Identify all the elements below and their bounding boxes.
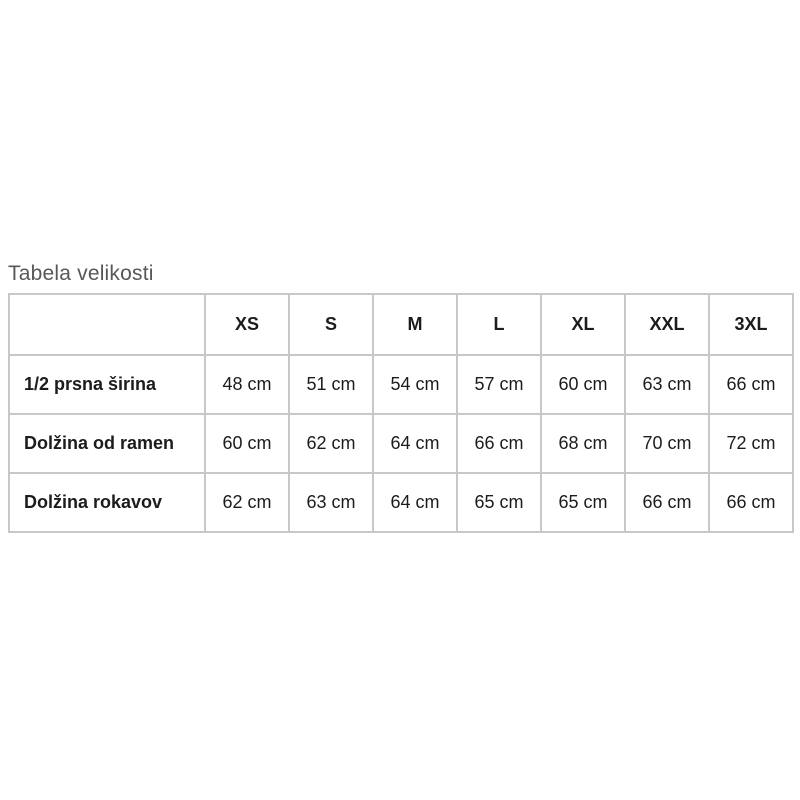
- table-cell: 60 cm: [540, 354, 626, 415]
- table-cell: 68 cm: [540, 413, 626, 474]
- table-cell: 70 cm: [624, 413, 710, 474]
- table-cell: 51 cm: [288, 354, 374, 415]
- row-label-shoulder-length: Dolžina od ramen: [8, 413, 206, 474]
- table-row-shoulder-length: Dolžina od ramen 60 cm 62 cm 64 cm 66 cm…: [8, 413, 794, 474]
- size-table-header-row: XS S M L XL XXL 3XL: [8, 293, 794, 356]
- table-cell: 60 cm: [204, 413, 290, 474]
- size-table-corner-cell: [8, 293, 206, 356]
- size-table: XS S M L XL XXL 3XL 1/2 prsna širina 48 …: [8, 293, 794, 533]
- table-cell: 54 cm: [372, 354, 458, 415]
- size-chart-section: Tabela velikosti XS S M L XL XXL 3XL: [8, 262, 794, 533]
- size-col-m: M: [372, 293, 458, 356]
- table-cell: 62 cm: [204, 472, 290, 533]
- size-col-s: S: [288, 293, 374, 356]
- table-row-chest-width: 1/2 prsna širina 48 cm 51 cm 54 cm 57 cm…: [8, 354, 794, 415]
- table-cell: 72 cm: [708, 413, 794, 474]
- size-col-xs: XS: [204, 293, 290, 356]
- size-col-xl: XL: [540, 293, 626, 356]
- table-cell: 64 cm: [372, 413, 458, 474]
- table-row-sleeve-length: Dolžina rokavov 62 cm 63 cm 64 cm 65 cm …: [8, 472, 794, 533]
- row-label-chest-width: 1/2 prsna širina: [8, 354, 206, 415]
- table-cell: 48 cm: [204, 354, 290, 415]
- table-cell: 62 cm: [288, 413, 374, 474]
- table-cell: 63 cm: [624, 354, 710, 415]
- table-cell: 66 cm: [708, 472, 794, 533]
- table-cell: 66 cm: [708, 354, 794, 415]
- table-cell: 57 cm: [456, 354, 542, 415]
- table-cell: 64 cm: [372, 472, 458, 533]
- size-table-title: Tabela velikosti: [8, 262, 154, 285]
- table-cell: 66 cm: [456, 413, 542, 474]
- table-cell: 66 cm: [624, 472, 710, 533]
- table-cell: 65 cm: [540, 472, 626, 533]
- table-cell: 65 cm: [456, 472, 542, 533]
- row-label-sleeve-length: Dolžina rokavov: [8, 472, 206, 533]
- size-col-3xl: 3XL: [708, 293, 794, 356]
- size-col-l: L: [456, 293, 542, 356]
- size-col-xxl: XXL: [624, 293, 710, 356]
- table-cell: 63 cm: [288, 472, 374, 533]
